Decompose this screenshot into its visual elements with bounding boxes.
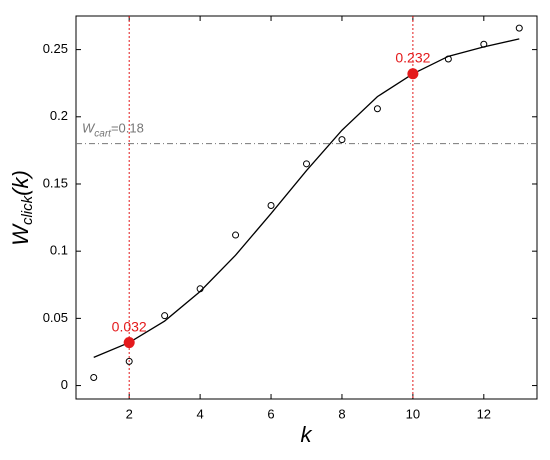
ref-sub: cart xyxy=(94,128,112,139)
data-point xyxy=(515,24,523,32)
ref-name: W xyxy=(82,121,96,136)
data-point xyxy=(444,55,452,63)
data-point xyxy=(90,373,98,381)
highlight-point xyxy=(407,68,419,80)
x-axis-label: k xyxy=(301,422,313,447)
y-tick-label: 0.15 xyxy=(43,175,68,190)
data-point xyxy=(267,201,275,209)
y-tick-label: 0.1 xyxy=(50,243,68,258)
data-point xyxy=(125,357,133,365)
x-tick-label: 6 xyxy=(267,406,274,421)
y-label-tail: (k) xyxy=(8,170,33,196)
highlight-label: 0.032 xyxy=(112,318,147,334)
data-point xyxy=(196,285,204,293)
highlight-label: 0.232 xyxy=(395,49,430,65)
y-label-sub: click xyxy=(19,194,36,225)
data-point xyxy=(303,160,310,168)
y-tick-label: 0 xyxy=(61,377,68,392)
ref-value: =0.18 xyxy=(111,121,144,136)
y-tick-label: 0.2 xyxy=(50,108,68,123)
y-tick-label: 0.25 xyxy=(43,41,68,56)
x-tick-label: 8 xyxy=(338,406,345,421)
x-tick-label: 12 xyxy=(477,406,491,421)
data-point xyxy=(338,136,346,144)
data-point xyxy=(232,231,240,239)
fit-line xyxy=(93,38,520,358)
y-label-main: W xyxy=(8,223,33,246)
y-tick-label: 0.05 xyxy=(43,310,68,325)
plot-frame xyxy=(75,15,538,400)
data-point xyxy=(373,105,381,113)
highlight-point xyxy=(123,337,135,349)
data-point xyxy=(161,312,169,320)
data-point xyxy=(480,40,488,48)
reference-label: Wcart=0.18 xyxy=(82,121,144,139)
x-tick-label: 2 xyxy=(126,406,133,421)
x-tick-label: 4 xyxy=(196,406,203,421)
x-tick-label: 10 xyxy=(406,406,420,421)
y-axis-label: Wclick(k) xyxy=(8,170,36,246)
